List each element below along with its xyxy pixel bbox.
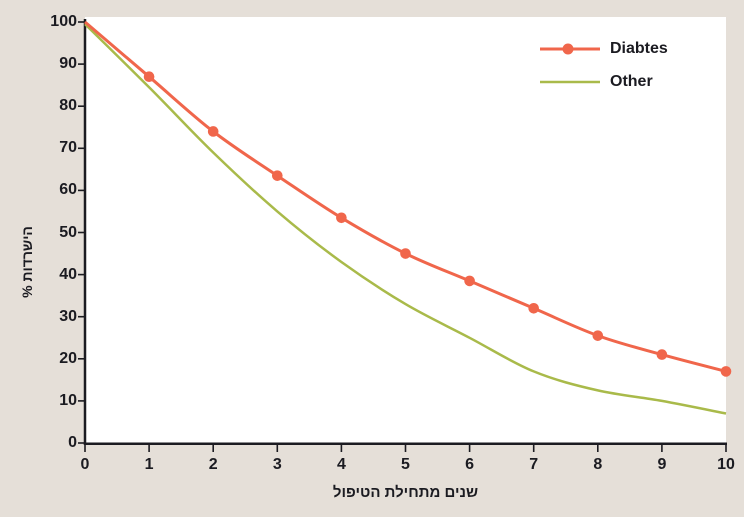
y-tick-label: 20 <box>59 349 77 367</box>
y-tick-label: 70 <box>59 139 77 157</box>
x-tick-label: 1 <box>144 456 154 473</box>
plot-area <box>85 17 726 444</box>
data-point-diabtes <box>464 275 475 287</box>
data-point-diabtes <box>720 366 732 377</box>
data-point-diabtes <box>207 126 219 137</box>
series-line-other <box>84 23 727 415</box>
data-point-diabtes <box>592 330 604 341</box>
x-tick-label: 2 <box>208 456 218 473</box>
y-axis-tick-labels: 0 10 20 30 40 50 60 70 80 90 100 <box>37 0 77 517</box>
y-tick-label: 40 <box>59 265 77 283</box>
data-point-diabtes <box>272 170 283 181</box>
x-tick-label: 6 <box>465 456 475 473</box>
legend-label-other: Other <box>610 72 653 90</box>
y-tick-label: 80 <box>59 97 77 115</box>
x-axis-tick-labels: 0 1 2 3 4 5 6 7 8 9 10 <box>0 456 744 480</box>
x-tick-label: 8 <box>593 456 603 473</box>
data-point-diabtes <box>528 302 539 314</box>
y-tick-label: 10 <box>59 391 77 409</box>
x-tick-label: 5 <box>401 456 410 473</box>
y-tick-label: 0 <box>68 434 77 451</box>
data-point-diabtes <box>400 248 411 259</box>
legend-label-diabetes: Diabtes <box>610 39 668 57</box>
y-axis-title: הישרדות % <box>19 226 35 298</box>
data-point-diabtes <box>656 349 668 360</box>
x-tick-label: 0 <box>80 456 90 473</box>
data-point-diabtes <box>143 71 155 83</box>
legend-row-diabetes: Diabtes <box>539 32 668 65</box>
x-tick-label: 3 <box>272 456 282 473</box>
legend-row-other: Other <box>539 65 668 98</box>
y-tick-label: 30 <box>59 307 77 325</box>
legend: Diabtes Other <box>539 32 668 98</box>
x-tick-label: 7 <box>529 456 539 473</box>
x-tick-label: 4 <box>336 456 346 473</box>
x-tick-label: 9 <box>657 456 667 473</box>
y-tick-label: 60 <box>59 181 77 199</box>
other-line-icon <box>540 80 600 83</box>
y-tick-label: 50 <box>59 223 77 241</box>
y-tick-label: 90 <box>59 55 77 73</box>
data-point-diabtes <box>336 212 347 224</box>
x-tick-label: 10 <box>717 456 735 473</box>
y-tick-label: 100 <box>50 13 77 30</box>
diabetes-line-marker-icon <box>540 43 600 54</box>
x-axis-title: שנים מתחילת הטיפול <box>332 484 479 501</box>
